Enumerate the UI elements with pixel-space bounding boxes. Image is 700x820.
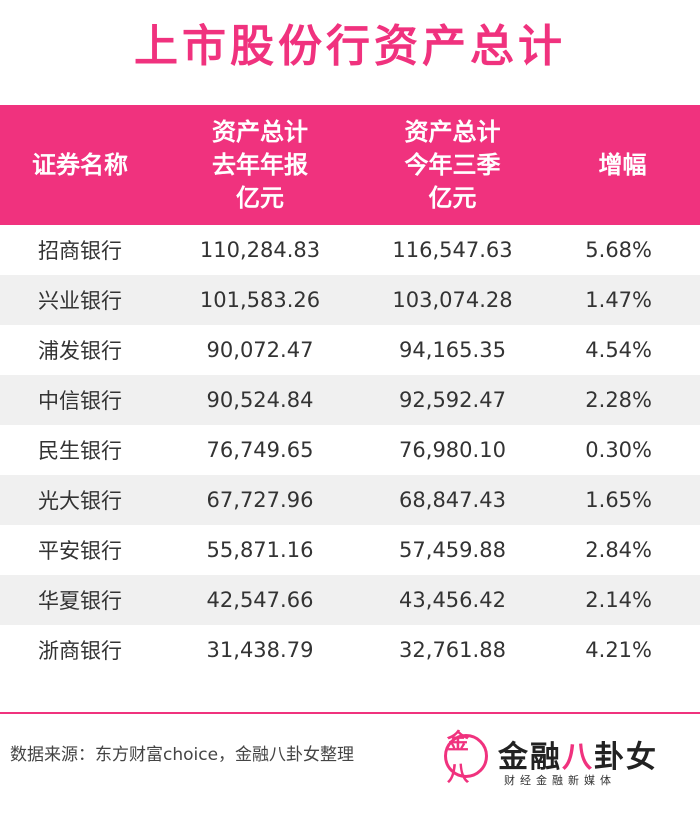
header-last-year-line2: 去年年报 <box>212 150 308 179</box>
cell-last-year: 90,524.84 <box>206 388 314 412</box>
header-security-name: 证券名称 <box>32 150 128 179</box>
cell-growth: 5.68% <box>585 238 652 262</box>
cell-name: 兴业银行 <box>38 289 122 313</box>
cell-q3: 76,980.10 <box>399 438 506 462</box>
brand-name: 金融八卦女 <box>498 732 658 776</box>
cell-growth: 4.54% <box>585 338 652 362</box>
table-row: 兴业银行 101,583.26 103,074.28 1.47% <box>0 275 700 325</box>
header-q3-line2: 今年三季 <box>404 150 501 179</box>
cell-growth: 0.30% <box>585 438 652 462</box>
cell-q3: 68,847.43 <box>399 488 506 512</box>
brand-name-part-b: 八 <box>562 740 594 775</box>
header-q3-line1: 资产总计 <box>404 117 501 146</box>
cell-growth: 2.14% <box>585 588 652 612</box>
cell-q3: 94,165.35 <box>399 338 506 362</box>
header-q3: 资产总计 今年三季 亿元 <box>360 116 545 215</box>
table-row: 浙商银行 31,438.79 32,761.88 4.21% <box>0 625 700 675</box>
cell-q3: 103,074.28 <box>392 288 513 312</box>
table-row: 平安银行 55,871.16 57,459.88 2.84% <box>0 525 700 575</box>
table-row: 华夏银行 42,547.66 43,456.42 2.14% <box>0 575 700 625</box>
table-row: 中信银行 90,524.84 92,592.47 2.28% <box>0 375 700 425</box>
table-row: 招商银行 110,284.83 116,547.63 5.68% <box>0 225 700 275</box>
data-source-note: 数据来源：东方财富choice，金融八卦女整理 <box>10 745 355 765</box>
cell-last-year: 101,583.26 <box>199 288 321 312</box>
header-q3-line3: 亿元 <box>428 183 477 212</box>
cell-name: 招商银行 <box>38 239 122 263</box>
brand-name-part-a: 金融 <box>498 740 562 775</box>
asset-table: 证券名称 资产总计 去年年报 亿元 资产总计 今年三季 亿元 增幅 招商银行 1… <box>0 105 700 675</box>
table-body: 招商银行 110,284.83 116,547.63 5.68% 兴业银行 10… <box>0 225 700 675</box>
cell-growth: 4.21% <box>585 638 652 662</box>
brand-tagline: 财经金融新媒体 <box>504 774 616 787</box>
cell-q3: 116,547.63 <box>392 238 513 262</box>
cell-name: 华夏银行 <box>38 589 122 613</box>
header-last-year-line1: 资产总计 <box>212 117 308 146</box>
cell-q3: 43,456.42 <box>399 588 506 612</box>
cell-last-year: 67,727.96 <box>206 488 314 512</box>
table-header: 证券名称 资产总计 去年年报 亿元 资产总计 今年三季 亿元 增幅 <box>0 105 700 225</box>
header-growth: 增幅 <box>598 150 647 179</box>
cell-last-year: 76,749.65 <box>206 438 314 462</box>
page-title: 上市股份行资产总计 <box>134 21 566 72</box>
cell-last-year: 110,284.83 <box>199 238 321 262</box>
footer-divider <box>0 712 700 714</box>
brand-name-part-c: 卦女 <box>594 740 658 775</box>
cell-growth: 2.84% <box>585 538 652 562</box>
cell-growth: 1.47% <box>585 288 652 312</box>
cell-growth: 1.65% <box>585 488 652 512</box>
cell-growth: 2.28% <box>585 388 652 412</box>
header-last-year-line3: 亿元 <box>236 183 284 212</box>
cell-name: 浙商银行 <box>38 639 122 663</box>
cell-q3: 57,459.88 <box>399 538 506 562</box>
table-row: 浦发银行 90,072.47 94,165.35 4.54% <box>0 325 700 375</box>
cell-name: 民生银行 <box>38 439 122 463</box>
cell-q3: 32,761.88 <box>399 638 506 662</box>
table-row: 光大银行 67,727.96 68,847.43 1.65% <box>0 475 700 525</box>
cell-name: 光大银行 <box>38 489 122 513</box>
cell-name: 中信银行 <box>38 389 122 413</box>
brand-logo: 金八 金融八卦女 财经金融新媒体 <box>444 730 674 790</box>
cell-name: 平安银行 <box>38 539 122 563</box>
header-last-year: 资产总计 去年年报 亿元 <box>160 116 360 215</box>
cell-last-year: 31,438.79 <box>206 638 314 662</box>
brand-mark-icon: 金八 <box>444 730 488 787</box>
table-row: 民生银行 76,749.65 76,980.10 0.30% <box>0 425 700 475</box>
cell-name: 浦发银行 <box>38 339 122 363</box>
cell-last-year: 42,547.66 <box>206 588 314 612</box>
cell-q3: 92,592.47 <box>399 388 506 412</box>
cell-last-year: 55,871.16 <box>206 538 314 562</box>
cell-last-year: 90,072.47 <box>206 338 314 362</box>
